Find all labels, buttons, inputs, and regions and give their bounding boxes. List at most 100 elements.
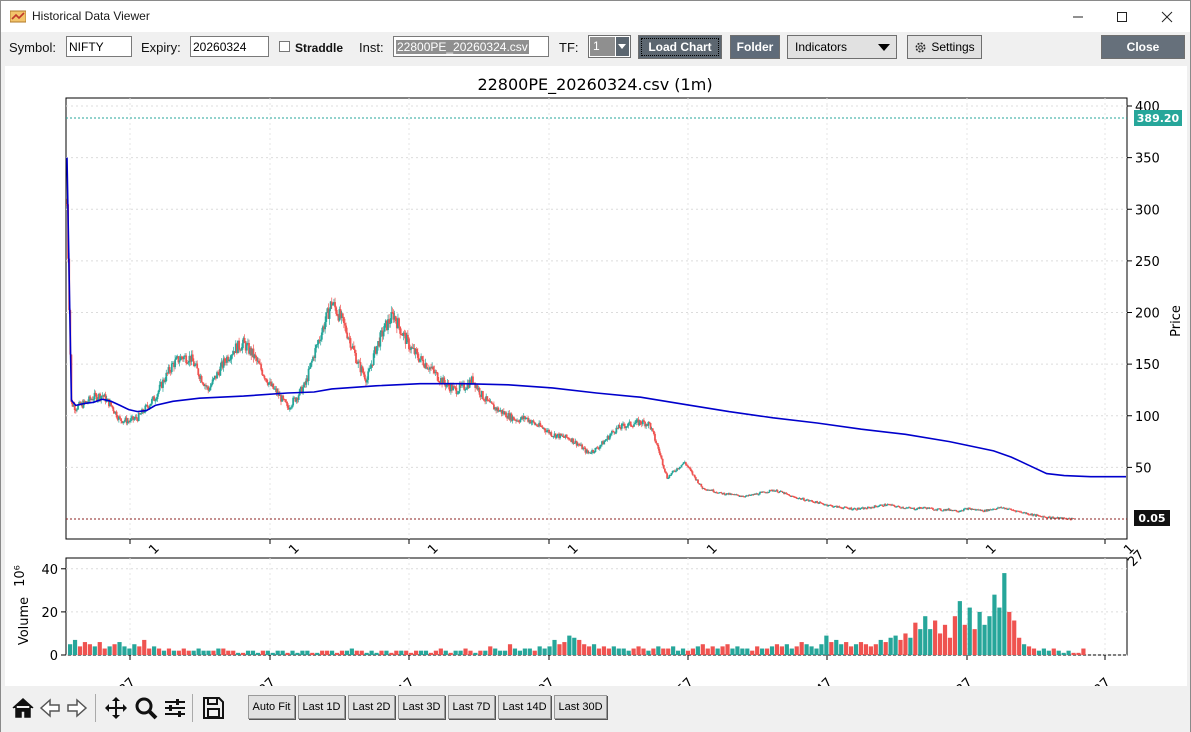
- last-30d-button[interactable]: Last 30D: [554, 695, 607, 719]
- candle-body: [814, 502, 816, 504]
- candle-body: [915, 509, 918, 511]
- chevron-down-icon[interactable]: [616, 37, 629, 56]
- candle-body: [192, 361, 195, 367]
- candle-body: [344, 323, 346, 326]
- candle-body: [243, 337, 246, 343]
- last-3d-button[interactable]: Last 3D: [398, 695, 445, 719]
- candle-body: [108, 398, 110, 407]
- volume-x-tick-label: 0:37: [108, 675, 139, 686]
- candle-body: [688, 467, 691, 469]
- candle-body: [855, 509, 858, 511]
- candle-body: [842, 507, 845, 509]
- candle-body: [109, 401, 111, 407]
- home-icon[interactable]: [10, 695, 36, 721]
- candle-body: [779, 490, 782, 492]
- candle-body: [975, 509, 977, 511]
- candle-body: [1072, 518, 1074, 520]
- indicators-dropdown[interactable]: Indicators: [787, 35, 897, 59]
- candle-body: [413, 348, 416, 354]
- candle-body: [338, 309, 341, 321]
- pan-icon[interactable]: [103, 695, 129, 721]
- candle-body: [634, 423, 637, 425]
- candle-body: [209, 386, 212, 391]
- candle-body: [172, 362, 174, 364]
- candle-body: [205, 384, 207, 387]
- volume-bar: [423, 650, 429, 655]
- candle-body: [938, 508, 941, 510]
- candle-body: [754, 493, 757, 495]
- candle-body: [488, 400, 491, 402]
- last-2d-button[interactable]: Last 2D: [348, 695, 395, 719]
- candle-body: [1053, 517, 1056, 519]
- volume-bar: [231, 650, 236, 655]
- auto-fit-button[interactable]: Auto Fit: [248, 695, 295, 719]
- load-chart-button[interactable]: Load Chart: [638, 35, 722, 59]
- volume-bar: [478, 650, 483, 655]
- candle-body: [1019, 511, 1021, 513]
- candle-body: [369, 367, 372, 369]
- close-window-button[interactable]: [1144, 1, 1190, 32]
- candle-body: [950, 509, 953, 511]
- candle-body: [667, 478, 670, 480]
- tf-select[interactable]: 1: [588, 35, 631, 58]
- volume-bar: [853, 644, 859, 655]
- last-7d-button[interactable]: Last 7D: [448, 695, 495, 719]
- expiry-input[interactable]: 20260324: [190, 36, 269, 57]
- settings-button[interactable]: Settings: [907, 35, 982, 59]
- minimize-button[interactable]: [1055, 1, 1101, 32]
- candle-body: [668, 475, 671, 479]
- candle-body: [616, 427, 619, 429]
- volume-bar: [201, 650, 206, 655]
- volume-bar: [967, 607, 972, 655]
- back-icon[interactable]: [37, 695, 63, 721]
- candle-body: [101, 395, 104, 397]
- candle-body: [613, 431, 616, 433]
- zoom-icon[interactable]: [133, 695, 159, 721]
- candle-body: [699, 483, 702, 485]
- volume-bar: [166, 648, 172, 655]
- configure-subplots-icon[interactable]: [162, 695, 188, 721]
- candle-body: [155, 399, 158, 401]
- volume-bar: [245, 650, 251, 655]
- candle-body: [250, 347, 253, 356]
- candle-body: [673, 470, 676, 472]
- close-button[interactable]: Close: [1101, 35, 1185, 59]
- candle-body: [865, 508, 868, 510]
- forward-icon[interactable]: [64, 695, 90, 721]
- volume-bar: [725, 644, 730, 655]
- candle-body: [437, 380, 440, 382]
- candle-body: [828, 504, 831, 506]
- candle-body: [274, 388, 277, 390]
- last-1d-button[interactable]: Last 1D: [298, 695, 345, 719]
- volume-bar: [241, 652, 246, 655]
- save-icon[interactable]: [200, 695, 226, 721]
- candle-body: [987, 509, 990, 511]
- candle-body: [361, 366, 364, 373]
- candle-body: [969, 508, 972, 510]
- chart-canvas[interactable]: 22800PE_20260324.csv (1m) 40035030025020…: [5, 66, 1187, 686]
- candle-body: [382, 331, 385, 337]
- straddle-checkbox[interactable]: [279, 41, 290, 52]
- volume-x-tick-label: 5:27: [1083, 675, 1114, 686]
- candle-body: [99, 393, 101, 400]
- last-14d-button[interactable]: Last 14D: [498, 695, 551, 719]
- maximize-button[interactable]: [1099, 1, 1145, 32]
- symbol-input[interactable]: NIFTY: [66, 36, 132, 57]
- candle-body: [568, 438, 570, 440]
- candle-body: [697, 479, 699, 484]
- candle-body: [527, 417, 530, 422]
- candle-body: [520, 416, 523, 420]
- volume-bar: [542, 648, 547, 655]
- chart-panel[interactable]: 22800PE_20260324.csv (1m) 400 350 300 250 20…: [5, 66, 1187, 686]
- candle-body: [1003, 507, 1006, 509]
- candle-body: [165, 372, 168, 382]
- candle-body: [946, 509, 949, 511]
- folder-button[interactable]: Folder: [730, 35, 780, 59]
- inst-input[interactable]: 22800PE_20260324.csv: [393, 36, 549, 57]
- candle-body: [635, 420, 638, 424]
- candle-body: [1039, 515, 1041, 517]
- volume-bar: [834, 639, 839, 655]
- candle-body: [940, 510, 943, 512]
- candle-body: [519, 419, 522, 423]
- volume-bar: [685, 650, 691, 655]
